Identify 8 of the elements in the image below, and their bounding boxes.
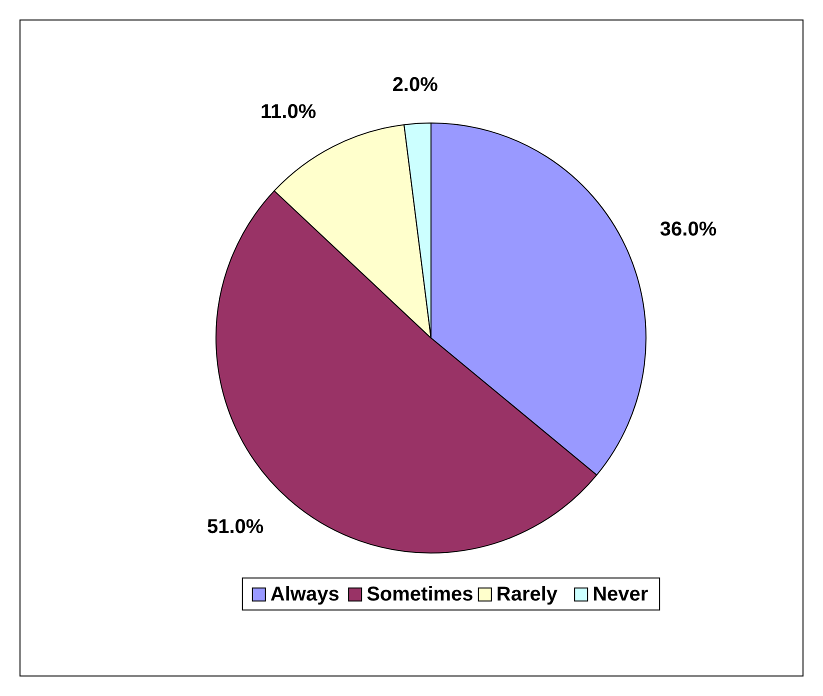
legend-label: Never bbox=[592, 583, 648, 606]
data-label: 51.0% bbox=[206, 516, 264, 538]
data-label: 36.0% bbox=[660, 218, 717, 241]
data-label: 11.0% bbox=[260, 100, 316, 123]
legend-label: Always bbox=[270, 583, 340, 606]
legend-label: Rarely bbox=[496, 583, 558, 606]
data-label: 2.0% bbox=[392, 74, 438, 96]
legend-label: Sometimes bbox=[366, 583, 474, 606]
